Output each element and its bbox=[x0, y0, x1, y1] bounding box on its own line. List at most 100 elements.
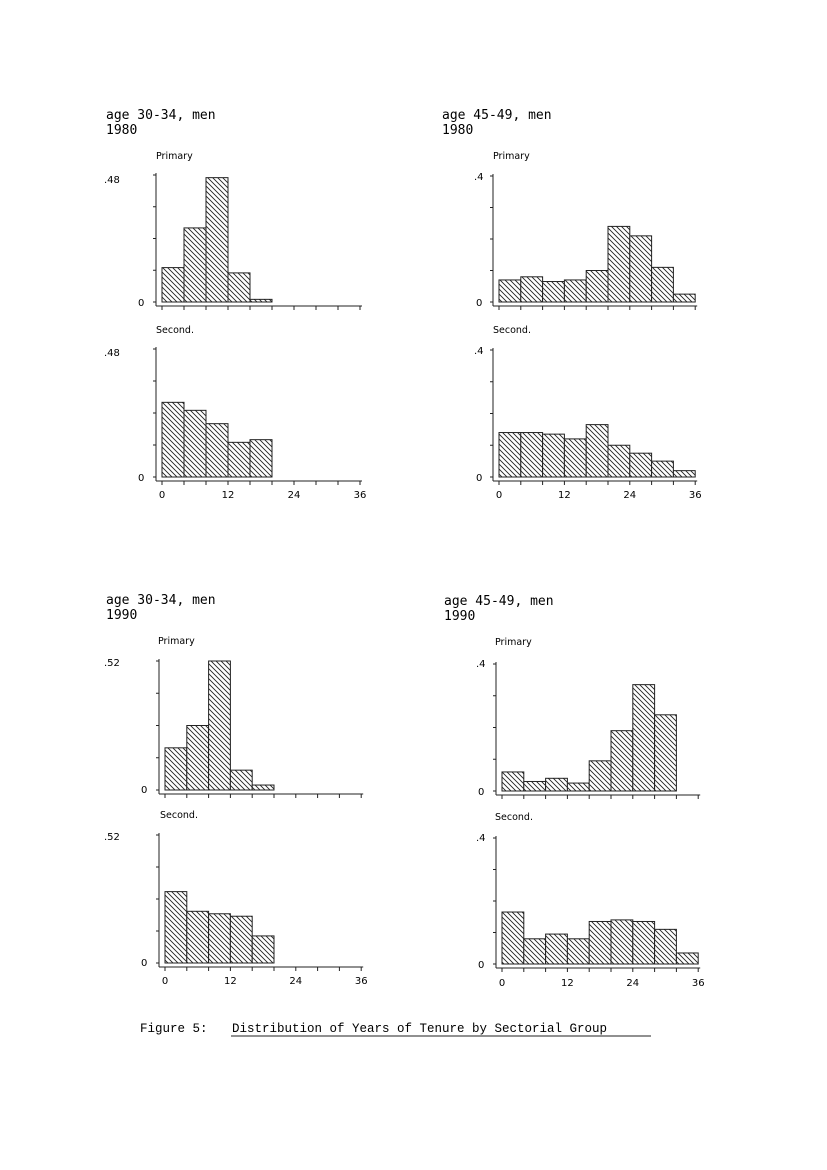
ytick-top-second: .52 bbox=[104, 832, 120, 843]
ytick-zero-primary: 0 bbox=[138, 298, 144, 309]
histogram-bar bbox=[229, 769, 253, 791]
histogram-bar bbox=[498, 279, 522, 303]
histogram-bar bbox=[498, 432, 522, 478]
x-tick-label: 0 bbox=[162, 976, 168, 987]
histogram-bar bbox=[585, 270, 609, 303]
histogram-bar bbox=[545, 933, 568, 965]
histogram-bar bbox=[161, 267, 185, 303]
histogram-bar bbox=[566, 938, 590, 965]
x-tick-label: 0 bbox=[499, 978, 505, 989]
ytick-top-primary: .4 bbox=[474, 172, 484, 183]
x-tick-label: 0 bbox=[496, 490, 502, 501]
histogram-bar bbox=[520, 432, 544, 478]
histogram-bar bbox=[672, 470, 696, 478]
histogram-bar bbox=[610, 919, 634, 965]
chart-subtitle: 1990 bbox=[106, 608, 137, 623]
histogram-bar bbox=[227, 272, 251, 303]
histogram-bar bbox=[542, 281, 565, 303]
histogram-bar bbox=[227, 441, 251, 478]
plot-layer: 0 12 24 36 0 12 24 36 0 12 24 36 0 12 24 36 bbox=[153, 173, 705, 989]
histogram-bar bbox=[588, 920, 612, 965]
histogram-bar bbox=[607, 225, 631, 303]
histogram-bar bbox=[161, 401, 185, 478]
histogram-bar bbox=[563, 438, 587, 478]
ytick-top-second: .4 bbox=[474, 346, 484, 357]
histogram-bar bbox=[183, 227, 207, 303]
ytick-zero-second: 0 bbox=[476, 473, 482, 484]
histogram-bar bbox=[585, 424, 609, 478]
histogram-bar bbox=[523, 938, 547, 965]
histogram-bar bbox=[629, 235, 653, 303]
chart-subtitle: 1980 bbox=[106, 123, 137, 138]
histogram-bar bbox=[249, 439, 273, 478]
histogram-bar bbox=[249, 298, 273, 303]
histogram-bar bbox=[229, 915, 253, 964]
x-tick-label: 24 bbox=[626, 978, 639, 989]
x-tick-label: 12 bbox=[561, 978, 574, 989]
ytick-zero-second: 0 bbox=[138, 473, 144, 484]
x-tick-label: 12 bbox=[222, 490, 235, 501]
x-tick-label: 36 bbox=[354, 490, 367, 501]
ytick-zero-primary: 0 bbox=[141, 785, 147, 796]
x-tick-label: 24 bbox=[288, 490, 301, 501]
ytick-zero-second: 0 bbox=[478, 960, 484, 971]
x-tick-label: 36 bbox=[689, 490, 702, 501]
x-tick-label: 36 bbox=[355, 976, 368, 987]
chart-title: age 30-34, men bbox=[106, 593, 216, 608]
ytick-top-primary: .4 bbox=[476, 659, 486, 670]
histogram-bar bbox=[675, 952, 699, 965]
chart-title: age 45-49, men bbox=[444, 594, 554, 609]
x-tick-label: 36 bbox=[692, 978, 705, 989]
ytick-top-primary: .48 bbox=[104, 175, 120, 186]
histogram-bar bbox=[607, 444, 631, 478]
histogram-bar bbox=[186, 910, 210, 964]
histogram-bar bbox=[651, 460, 674, 478]
ytick-zero-primary: 0 bbox=[476, 298, 482, 309]
histogram-bar bbox=[205, 177, 229, 303]
x-tick-label: 12 bbox=[224, 976, 237, 987]
chart-subtitle: 1980 bbox=[442, 123, 473, 138]
histogram-bar bbox=[186, 725, 210, 791]
histogram-bar bbox=[205, 423, 229, 478]
histogram-bar bbox=[651, 266, 674, 303]
histogram-bar bbox=[208, 913, 231, 964]
histogram-bar bbox=[523, 780, 547, 792]
chart-age45-49-1980: age 45-49, men 1980 Primary .4 0 Second.… bbox=[442, 108, 552, 484]
histogram-bar bbox=[632, 920, 656, 965]
x-tick-label: 24 bbox=[289, 976, 302, 987]
histogram-bar bbox=[164, 891, 188, 964]
histogram-bar bbox=[588, 760, 612, 792]
panel-label-primary: Primary bbox=[156, 151, 193, 162]
chart-age30-34-1980: age 30-34, men 1980 Primary .48 0 Second… bbox=[104, 108, 216, 484]
histogram-bar bbox=[542, 433, 565, 478]
histogram-bar bbox=[610, 730, 634, 792]
panel-label-second: Second. bbox=[160, 810, 198, 821]
panel-label-second: Second. bbox=[493, 325, 531, 336]
histogram-bar bbox=[566, 782, 590, 792]
ytick-top-second: .4 bbox=[476, 833, 486, 844]
histogram-bar bbox=[164, 747, 188, 791]
histogram-bar bbox=[654, 928, 677, 965]
histogram-bar bbox=[251, 935, 275, 964]
panel-label-second: Second. bbox=[156, 325, 194, 336]
histogram-bar bbox=[501, 911, 525, 965]
figure-caption-text: Distribution of Years of Tenure by Secto… bbox=[232, 1022, 607, 1036]
chart-title: age 30-34, men bbox=[106, 108, 216, 123]
chart-age30-34-1990: age 30-34, men 1990 Primary .52 0 Second… bbox=[104, 593, 216, 969]
chart-title: age 45-49, men bbox=[442, 108, 552, 123]
x-tick-label: 24 bbox=[623, 490, 636, 501]
panel-label-second: Second. bbox=[495, 812, 533, 823]
histogram-bar bbox=[629, 452, 653, 478]
histogram-bar bbox=[654, 714, 677, 792]
x-tick-label: 12 bbox=[558, 490, 571, 501]
panel-label-primary: Primary bbox=[158, 636, 195, 647]
figure-caption-label: Figure 5: bbox=[140, 1022, 208, 1036]
chart-age45-49-1990: age 45-49, men 1990 Primary .4 0 Second.… bbox=[444, 594, 554, 971]
histogram-bar bbox=[545, 777, 568, 792]
histogram-bar bbox=[501, 771, 525, 792]
ytick-zero-second: 0 bbox=[141, 958, 147, 969]
histogram-bar bbox=[208, 660, 231, 791]
histogram-bar bbox=[520, 276, 544, 303]
ytick-zero-primary: 0 bbox=[478, 787, 484, 798]
